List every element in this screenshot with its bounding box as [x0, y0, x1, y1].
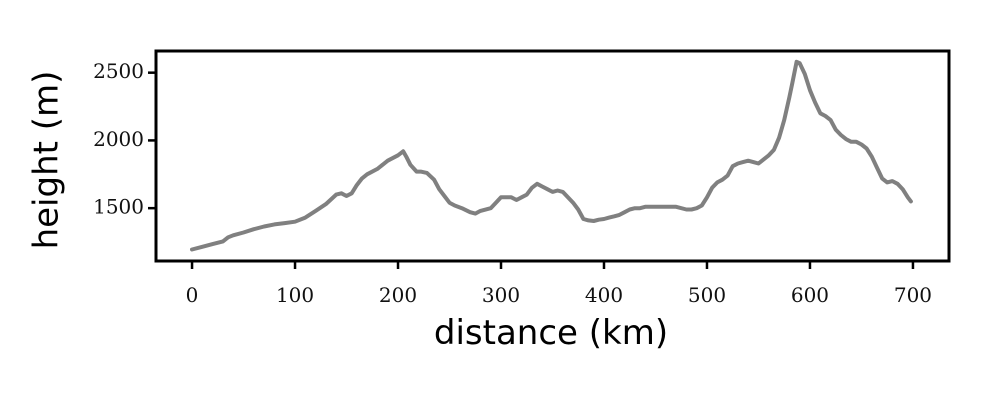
y-tick-label: 2500: [93, 59, 144, 83]
x-tick-label: 0: [186, 283, 199, 307]
x-tick-label: 600: [791, 283, 829, 307]
x-tick-label: 400: [585, 283, 623, 307]
x-axis-label: distance (km): [434, 313, 668, 353]
y-tick-label: 2000: [93, 127, 144, 151]
x-tick-label: 300: [482, 283, 520, 307]
plot-area-frame: [154, 49, 951, 263]
y-axis-label: height (m): [27, 71, 67, 250]
x-tick-label: 200: [379, 283, 417, 307]
y-tick-label: 1500: [93, 195, 144, 219]
x-axis: 0 100 200 300 400 500 600 700: [186, 261, 932, 307]
marks-layer: [190, 59, 913, 252]
series-line-0: [190, 59, 913, 252]
x-tick-label: 100: [276, 283, 314, 307]
x-tick-label: 700: [894, 283, 932, 307]
y-axis: 1500 2000 2500: [93, 59, 156, 219]
x-tick-label: 500: [688, 283, 726, 307]
